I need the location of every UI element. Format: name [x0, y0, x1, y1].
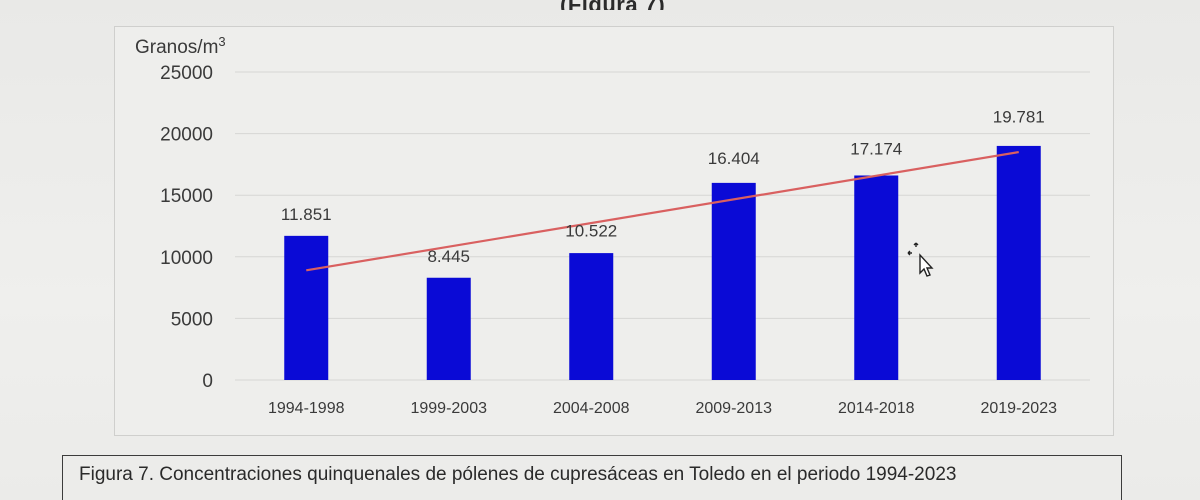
data-label: 17.174 — [850, 139, 902, 158]
category-label: 2019-2023 — [980, 400, 1057, 417]
figure-caption: Figura 7. Concentraciones quinquenales d… — [79, 464, 957, 485]
category-label: 2004-2008 — [553, 400, 630, 417]
y-tick-label: 15000 — [160, 186, 213, 207]
y-tick-label: 0 — [202, 371, 213, 392]
grid-lines — [235, 71, 1090, 381]
move-cursor-icon — [907, 242, 934, 277]
y-tick-label: 10000 — [160, 248, 213, 269]
trendline — [306, 150, 1019, 272]
category-labels: 1994-1998 1999-2003 2004-2008 2009-2013 2014… — [268, 400, 1057, 417]
top-text-fragment: (Figura 7) — [560, 0, 665, 10]
bar — [284, 235, 329, 380]
data-label: 16.404 — [708, 149, 760, 168]
category-label: 1994-1998 — [268, 400, 345, 417]
category-label: 2014-2018 — [838, 400, 915, 417]
bar — [426, 277, 471, 380]
figure-caption-box: Figura 7. Concentraciones quinquenales d… — [62, 455, 1122, 500]
category-label: 2009-2013 — [695, 400, 772, 417]
y-axis-unit-label: Granos/m3 — [135, 34, 226, 59]
bars — [284, 145, 1041, 380]
trendline-layer — [306, 150, 1019, 272]
chart-area: 0 5000 10000 15000 20000 25000 11.851 8.445 10.… — [114, 26, 1114, 436]
y-tick-label: 20000 — [160, 125, 213, 146]
y-axis-ticks: 0 5000 10000 15000 20000 25000 — [160, 63, 213, 392]
bar-chart: 0 5000 10000 15000 20000 25000 11.851 8.445 10.… — [135, 34, 1090, 417]
bar — [996, 145, 1041, 380]
data-label: 8.445 — [427, 247, 470, 266]
y-tick-label: 25000 — [160, 63, 213, 84]
y-tick-label: 5000 — [171, 309, 213, 330]
data-label: 19.781 — [993, 107, 1045, 126]
data-labels: 11.851 8.445 10.522 16.404 17.174 19.781 — [281, 107, 1045, 266]
category-label: 1999-2003 — [410, 400, 487, 417]
data-label: 11.851 — [281, 205, 332, 224]
data-label: 10.522 — [565, 221, 617, 240]
bar — [569, 253, 614, 380]
bar — [854, 175, 899, 380]
bar — [711, 182, 756, 380]
